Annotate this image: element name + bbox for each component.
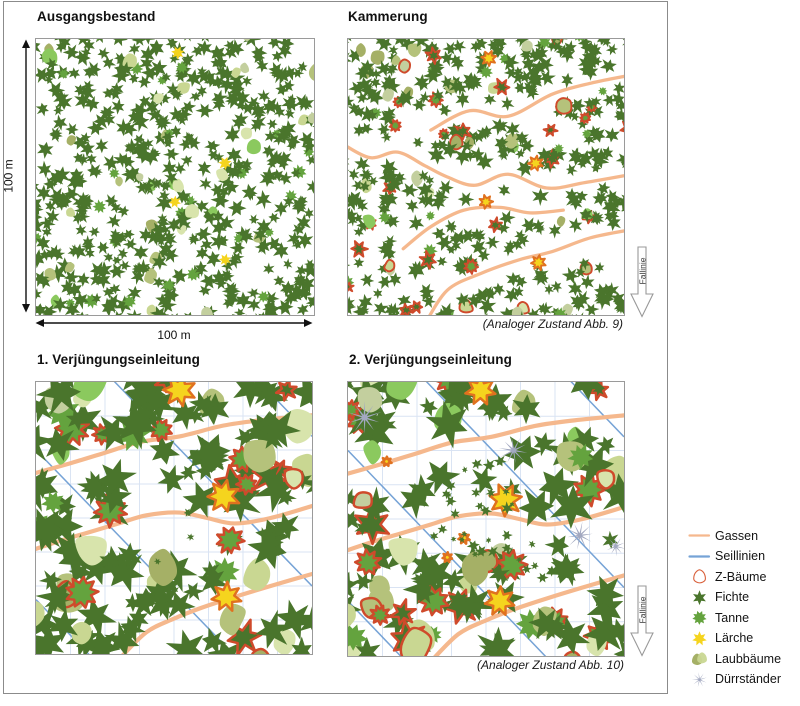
legend-item-z-baeume: Z-Bäume — [688, 568, 781, 586]
panel-title-verjuengung-2: 2. Verjüngungseinleitung — [349, 352, 512, 367]
laubbaeume-icon — [688, 650, 711, 667]
legend-item-duerrstaender: Dürrständer — [688, 671, 781, 689]
caption-abb9: (Analoger Zustand Abb. 9) — [482, 317, 623, 331]
map-ausgangsbestand — [35, 38, 315, 316]
map-kammerung — [347, 38, 625, 316]
height-dimension-label: 100 m — [1, 158, 16, 193]
legend-label-z-baeume: Z-Bäume — [715, 569, 767, 584]
height-dimension-arrow — [22, 39, 30, 313]
caption-abb10: (Analoger Zustand Abb. 10) — [477, 658, 624, 672]
fall-line-arrow-bottom: Fallinie — [630, 585, 654, 657]
legend-item-tanne: Tanne — [688, 609, 781, 627]
tanne-icon — [688, 609, 711, 626]
legend-label-fichte: Fichte — [715, 590, 750, 605]
legend-label-laubbaeume: Laubbäume — [715, 651, 782, 666]
fichte-icon — [688, 589, 711, 606]
legend-label-duerrstaender: Dürrständer — [715, 672, 781, 687]
laerche-icon — [688, 630, 711, 647]
fall-line-label-top: Fallinie — [638, 257, 648, 284]
fall-line-label-bottom: Fallinie — [638, 596, 648, 623]
seillinien-icon — [688, 548, 711, 565]
legend-item-gassen: Gassen — [688, 527, 781, 545]
map-verjuengung-2 — [347, 381, 625, 657]
legend-item-seillinien: Seillinien — [688, 548, 781, 566]
fall-line-arrow-top: Fallinie — [630, 246, 654, 318]
panel-title-ausgangsbestand: Ausgangsbestand — [37, 9, 156, 24]
legend-item-laubbaeume: Laubbäume — [688, 650, 781, 668]
legend-label-tanne: Tanne — [715, 610, 750, 625]
legend-label-laerche: Lärche — [715, 631, 754, 646]
legend: Gassen Seillinien Z-Bäume Fichte Tanne L… — [688, 527, 781, 691]
panel-title-verjuengung-1: 1. Verjüngungseinleitung — [37, 352, 200, 367]
panel-title-kammerung: Kammerung — [348, 9, 428, 24]
duerrstaender-icon — [688, 671, 711, 688]
legend-label-seillinien: Seillinien — [715, 549, 766, 564]
width-dimension-label: 100 m — [157, 328, 191, 342]
z-baeume-icon — [688, 568, 711, 585]
figure-frame — [3, 1, 668, 694]
legend-label-gassen: Gassen — [715, 528, 759, 543]
width-dimension-arrow — [35, 319, 313, 327]
legend-item-fichte: Fichte — [688, 589, 781, 607]
gassen-icon — [688, 527, 711, 544]
map-verjuengung-1 — [35, 381, 313, 655]
legend-item-laerche: Lärche — [688, 630, 781, 648]
